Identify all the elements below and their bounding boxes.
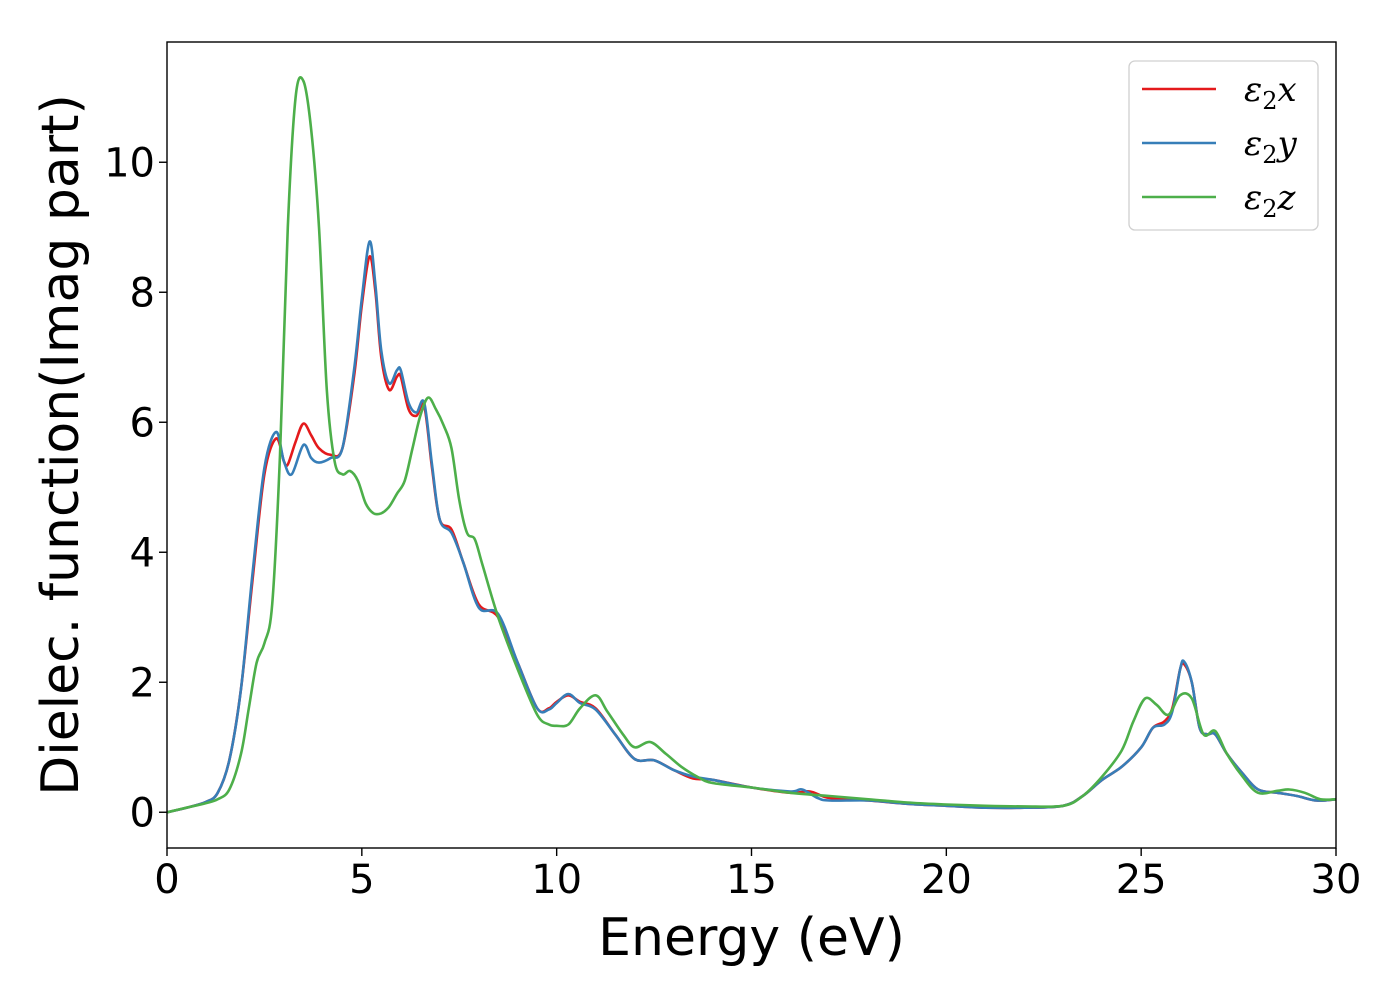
series-line-x (166, 255, 1337, 814)
x-tick-label: 15 (726, 857, 777, 903)
legend-label-z: ε2z (1244, 178, 1297, 223)
x-tick-label: 10 (531, 857, 582, 903)
x-tick-label: 20 (921, 857, 972, 903)
y-tick-label: 10 (104, 140, 155, 186)
x-tick-label: 25 (1116, 857, 1167, 903)
y-tick-label: 4 (130, 530, 155, 576)
series-line-y (166, 240, 1337, 814)
y-tick-label: 2 (130, 660, 155, 706)
x-tick-label: 0 (154, 857, 179, 903)
y-tick-label: 8 (130, 270, 155, 316)
x-axis-ticks: 0 5 10 15 20 25 30 (154, 848, 1361, 903)
y-axis-title: Dielec. function(Imag part) (31, 94, 91, 796)
legend-box (1128, 60, 1319, 231)
x-axis-title: Energy (eV) (598, 908, 905, 968)
series-layer (166, 76, 1337, 814)
legend: ε2x ε2y ε2z (1128, 60, 1319, 231)
legend-label-y: ε2y (1244, 124, 1298, 169)
y-tick-label: 0 (130, 790, 155, 836)
x-tick-label: 5 (349, 857, 374, 903)
x-tick-label: 30 (1311, 857, 1362, 903)
y-axis-ticks: 0 2 4 6 8 10 (104, 140, 167, 836)
series-line-z (166, 76, 1337, 814)
legend-label-x: ε2x (1244, 70, 1297, 115)
y-tick-label: 6 (130, 400, 155, 446)
